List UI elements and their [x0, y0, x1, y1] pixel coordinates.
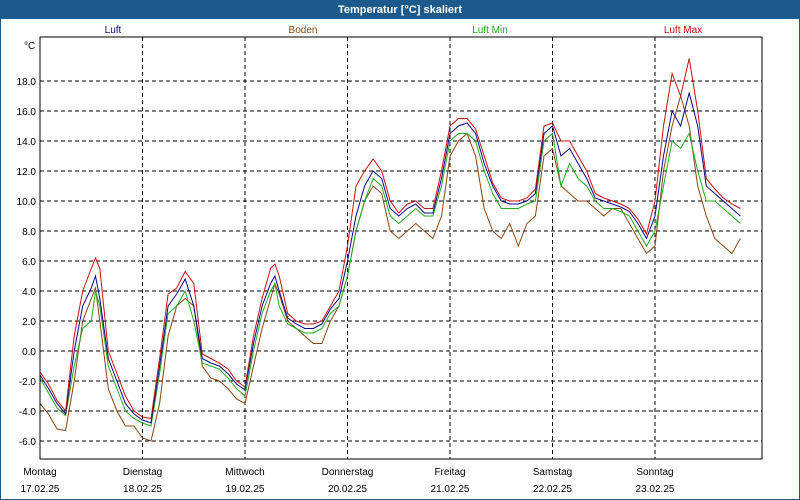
x-tick-day: Donnerstag: [322, 467, 374, 478]
x-tick-date: 20.02.25: [328, 484, 367, 495]
y-axis-unit-label: °C: [24, 41, 35, 52]
x-tick-date: 17.02.25: [21, 484, 60, 495]
grid: [40, 37, 762, 459]
x-tick-day: Montag: [23, 467, 56, 478]
legend-entry: Boden: [289, 25, 318, 36]
y-tick-labels: 18.0 16.0 14.0 12.0 10.0 8.0 6.0 4.0 2.0 0.0 -2.0 -…: [17, 77, 37, 448]
y-tick-label: 8.0: [22, 227, 36, 238]
y-tick-label: 10.0: [17, 197, 37, 208]
y-tick-label: 6.0: [22, 257, 36, 268]
x-tick-day: Freitag: [434, 467, 465, 478]
x-tick-date: 21.02.25: [431, 484, 470, 495]
x-tick-date: 22.02.25: [533, 484, 572, 495]
y-tick-label: 16.0: [17, 107, 37, 118]
series-line: [39, 58, 741, 420]
series-line: [39, 132, 741, 427]
x-tick-day: Mittwoch: [225, 467, 264, 478]
series-line: [39, 94, 741, 442]
legend-entry: Luft Max: [664, 25, 702, 36]
y-tick-label: 0.0: [22, 347, 36, 358]
series-lines: [39, 58, 741, 442]
y-tick-label: 18.0: [17, 77, 37, 88]
y-tick-label: -4.0: [19, 407, 37, 418]
x-tick-labels: Montag 17.02.25 Dienstag 18.02.25 Mittwoch 19…: [21, 467, 675, 495]
plot-area-border: [39, 36, 763, 460]
y-tick-label: 4.0: [22, 287, 36, 298]
y-tick-label: -2.0: [19, 377, 37, 388]
x-tick-day: Dienstag: [123, 467, 162, 478]
x-tick-day: Samstag: [533, 467, 572, 478]
x-tick-date: 18.02.25: [123, 484, 162, 495]
x-tick-date: 23.02.25: [636, 484, 675, 495]
y-tick-label: 12.0: [17, 167, 37, 178]
x-tick-day: Sonntag: [636, 467, 673, 478]
legend-entry: Luft: [105, 25, 122, 36]
x-tick-date: 19.02.25: [226, 484, 265, 495]
y-tick-label: 2.0: [22, 317, 36, 328]
chart-title: Temperatur [°C] skaliert: [1, 1, 799, 19]
series-line: [39, 91, 741, 424]
legend-entry: Luft Min: [472, 25, 508, 36]
y-tick-label: -6.0: [19, 437, 37, 448]
legend: Boden Luft Min Luft Luft Max: [105, 25, 703, 36]
y-tick-label: 14.0: [17, 137, 37, 148]
